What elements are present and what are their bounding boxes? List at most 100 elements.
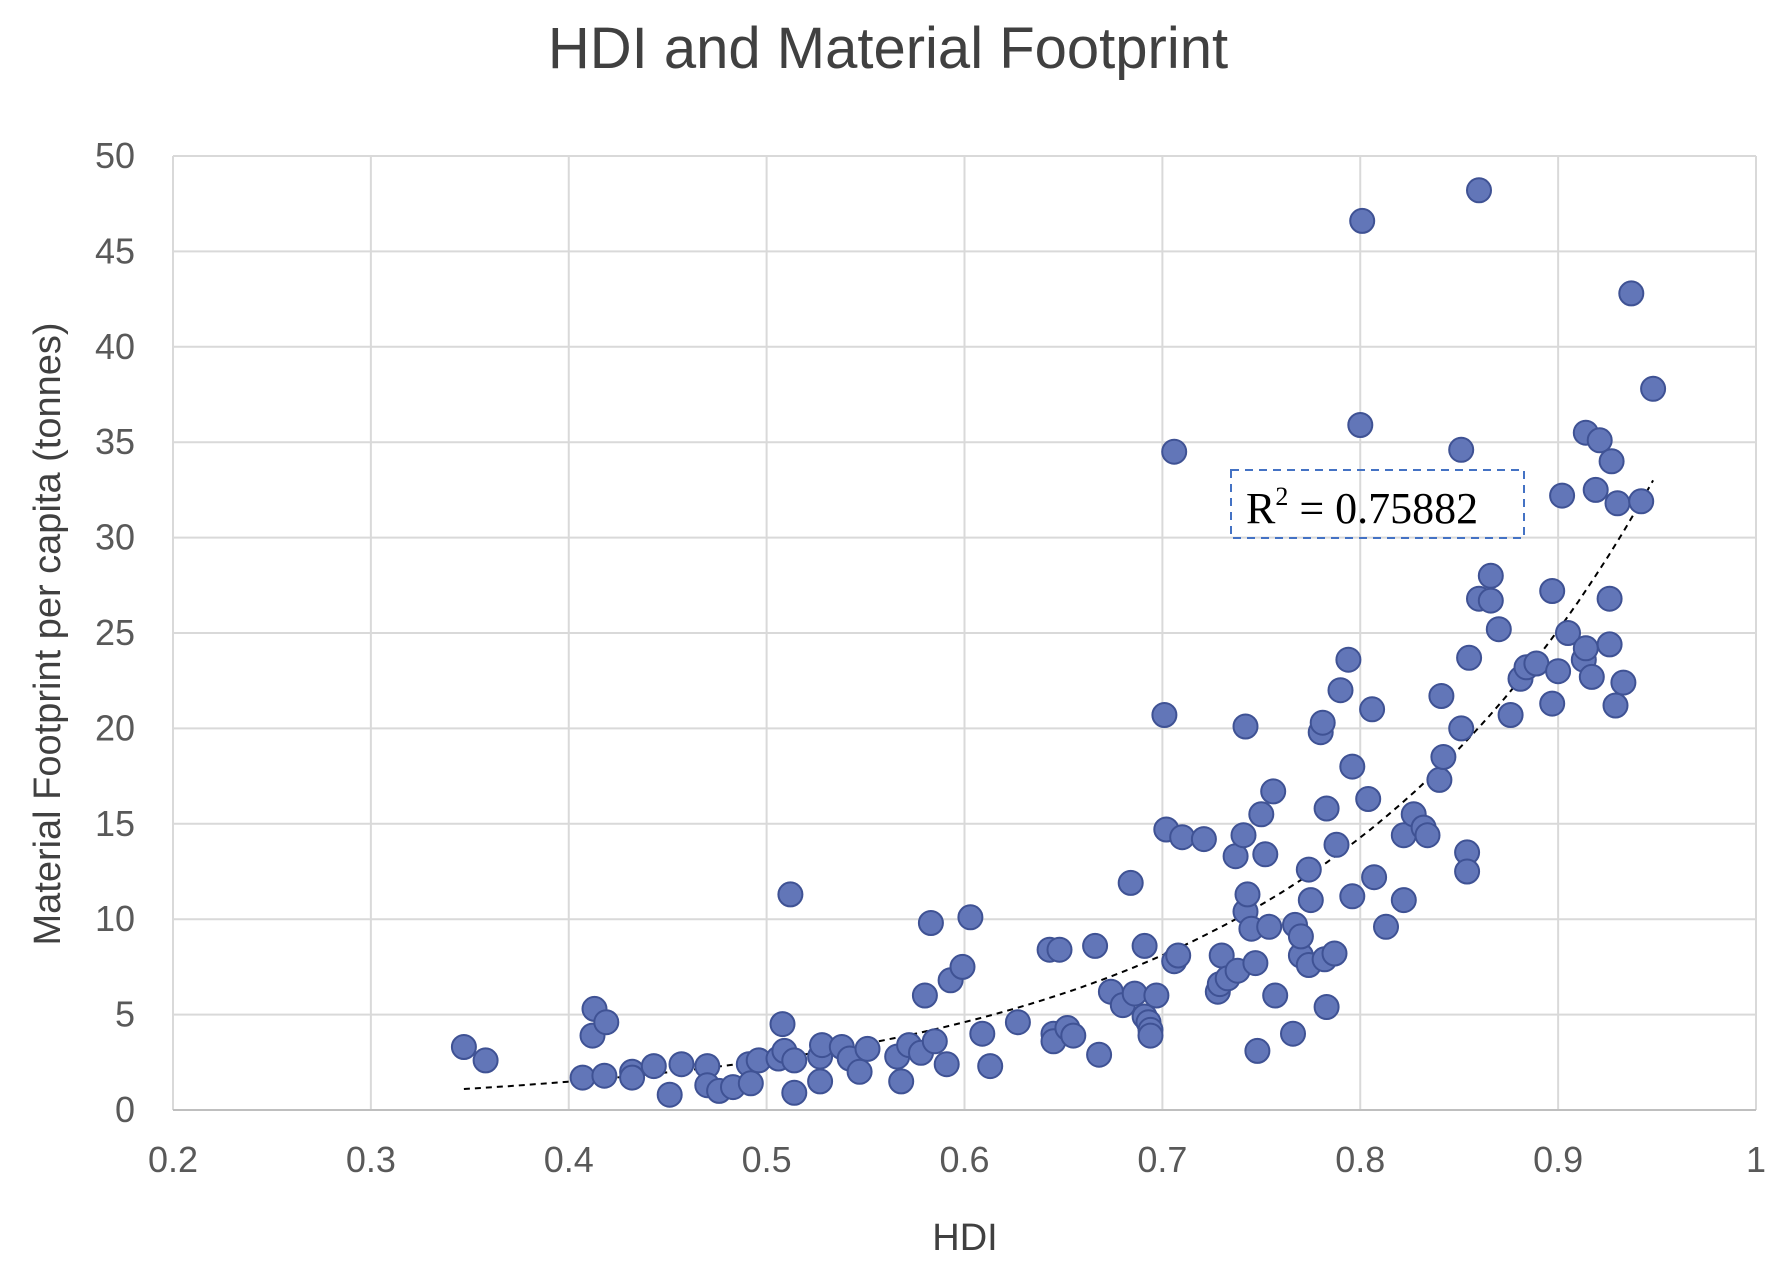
data-point bbox=[1610, 669, 1637, 696]
data-point bbox=[1355, 786, 1382, 812]
data-point bbox=[1539, 578, 1566, 604]
data-point bbox=[1359, 696, 1386, 723]
data-point bbox=[1477, 562, 1504, 589]
gridlines bbox=[172, 155, 1757, 1111]
data-point bbox=[1466, 177, 1492, 204]
data-point bbox=[656, 1081, 683, 1108]
y-tick-label: 15 bbox=[95, 803, 135, 844]
data-point bbox=[1485, 616, 1512, 643]
trendline-path bbox=[463, 479, 1654, 1090]
data-point bbox=[1349, 207, 1376, 234]
data-point bbox=[1046, 936, 1073, 963]
data-point bbox=[1414, 822, 1441, 849]
x-tick-label: 0.6 bbox=[939, 1139, 989, 1180]
data-point bbox=[1143, 982, 1170, 1009]
data-point bbox=[917, 910, 944, 936]
data-point bbox=[668, 1051, 695, 1078]
data-point bbox=[1004, 1009, 1031, 1036]
x-tick-label: 0.9 bbox=[1533, 1139, 1583, 1180]
data-point bbox=[1121, 980, 1148, 1007]
data-point bbox=[1252, 841, 1279, 868]
data-point bbox=[1640, 375, 1667, 402]
data-point bbox=[781, 1047, 808, 1074]
data-point bbox=[1161, 438, 1188, 465]
r2-value: = 0.75882 bbox=[1288, 484, 1478, 533]
y-axis-title: Material Footprint per capita (tonnes) bbox=[27, 322, 69, 945]
data-point bbox=[1309, 709, 1336, 736]
data-point bbox=[737, 1070, 764, 1097]
data-point bbox=[1244, 1037, 1271, 1064]
data-point bbox=[1295, 856, 1322, 883]
data-point bbox=[1430, 744, 1457, 770]
data-point bbox=[640, 1053, 667, 1080]
data-point bbox=[1628, 488, 1655, 515]
data-point bbox=[1165, 942, 1192, 969]
data-point bbox=[911, 982, 938, 1009]
data-point bbox=[1137, 1022, 1164, 1049]
data-point bbox=[1297, 887, 1324, 914]
data-point bbox=[1390, 887, 1417, 914]
y-tick-label: 50 bbox=[95, 135, 135, 176]
data-point bbox=[1361, 864, 1388, 891]
data-point bbox=[769, 1011, 796, 1038]
data-point bbox=[1572, 635, 1599, 662]
data-points bbox=[450, 177, 1667, 1108]
data-point bbox=[1448, 436, 1475, 463]
data-point bbox=[1549, 482, 1576, 509]
data-point bbox=[1327, 677, 1354, 704]
data-point bbox=[1131, 932, 1158, 959]
data-point bbox=[933, 1051, 960, 1078]
data-point bbox=[921, 1028, 948, 1055]
data-point bbox=[450, 1034, 477, 1060]
y-tick-label: 10 bbox=[95, 898, 135, 939]
data-point bbox=[1151, 702, 1178, 728]
data-point bbox=[888, 1068, 915, 1095]
data-point bbox=[781, 1079, 808, 1106]
data-point bbox=[1602, 692, 1629, 719]
trendline bbox=[463, 479, 1654, 1090]
y-tick-label: 35 bbox=[95, 421, 135, 462]
r2-box bbox=[1230, 469, 1525, 539]
data-point bbox=[1523, 650, 1550, 677]
data-point bbox=[1604, 490, 1631, 517]
data-point bbox=[1618, 280, 1645, 307]
data-point bbox=[1497, 702, 1524, 728]
data-point bbox=[969, 1020, 996, 1047]
data-point bbox=[1545, 658, 1572, 685]
data-point bbox=[1339, 883, 1366, 910]
data-point bbox=[593, 1009, 620, 1036]
data-point bbox=[591, 1062, 618, 1089]
data-point bbox=[854, 1035, 881, 1062]
data-point bbox=[1248, 801, 1275, 828]
r2-letter: R bbox=[1246, 484, 1276, 533]
x-tick-label: 0.7 bbox=[1137, 1139, 1187, 1180]
data-point bbox=[1082, 932, 1109, 959]
y-tick-label: 25 bbox=[95, 612, 135, 653]
data-point bbox=[1426, 766, 1453, 793]
data-point bbox=[1598, 448, 1625, 475]
data-point bbox=[1578, 663, 1605, 690]
data-point bbox=[1060, 1022, 1087, 1049]
x-tick-label: 0.4 bbox=[544, 1139, 594, 1180]
data-point bbox=[1256, 913, 1283, 940]
data-point bbox=[1555, 620, 1581, 646]
data-point bbox=[1347, 412, 1374, 438]
data-point bbox=[1262, 982, 1289, 1009]
data-point bbox=[1242, 950, 1269, 977]
data-point bbox=[1428, 683, 1455, 709]
x-axis-title: HDI bbox=[932, 1217, 997, 1259]
y-tick-label: 45 bbox=[95, 230, 135, 271]
x-tick-label: 0.5 bbox=[742, 1139, 792, 1180]
data-point bbox=[949, 953, 976, 980]
x-tick-label: 0.3 bbox=[346, 1139, 396, 1180]
data-point bbox=[777, 881, 804, 908]
data-point bbox=[1321, 940, 1348, 967]
data-point bbox=[1169, 824, 1196, 851]
data-point bbox=[807, 1068, 834, 1095]
data-point bbox=[1230, 822, 1257, 849]
y-tick-label: 20 bbox=[95, 707, 135, 748]
data-point bbox=[1086, 1041, 1113, 1068]
data-point bbox=[472, 1047, 499, 1074]
